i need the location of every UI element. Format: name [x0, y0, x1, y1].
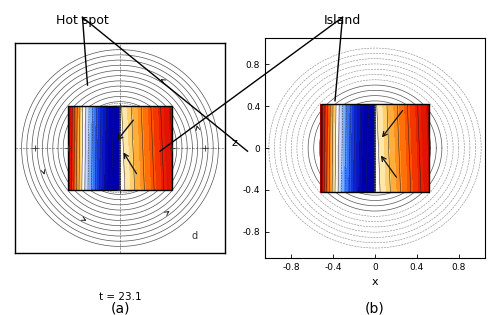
Y-axis label: z: z — [231, 138, 237, 148]
Text: (b): (b) — [365, 301, 385, 315]
X-axis label: x: x — [372, 278, 378, 288]
Text: t = 23.1: t = 23.1 — [98, 292, 142, 302]
Text: d: d — [192, 231, 198, 241]
Text: Island: Island — [324, 14, 361, 27]
Bar — [68, 106, 172, 190]
Text: Hot spot: Hot spot — [56, 14, 109, 27]
Text: (a): (a) — [110, 301, 130, 315]
Bar — [320, 104, 430, 192]
